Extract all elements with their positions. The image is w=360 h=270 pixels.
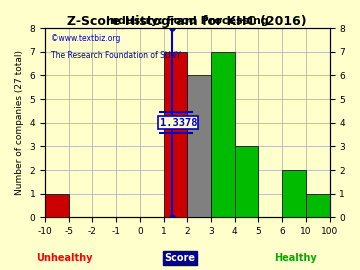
Bar <box>282 170 306 217</box>
Text: ©www.textbiz.org: ©www.textbiz.org <box>51 34 120 43</box>
Text: 1.3378: 1.3378 <box>160 118 197 128</box>
Bar <box>163 52 187 217</box>
Bar <box>187 75 211 217</box>
Title: Z-Score Histogram for KHC (2016): Z-Score Histogram for KHC (2016) <box>67 15 307 28</box>
Bar <box>235 146 258 217</box>
Bar <box>211 52 235 217</box>
Text: The Research Foundation of SUNY: The Research Foundation of SUNY <box>51 51 180 60</box>
Bar <box>306 194 329 217</box>
Text: Healthy: Healthy <box>274 253 317 263</box>
Text: Score: Score <box>165 253 195 263</box>
Bar <box>45 194 69 217</box>
Text: Unhealthy: Unhealthy <box>36 253 93 263</box>
Y-axis label: Number of companies (27 total): Number of companies (27 total) <box>15 50 24 195</box>
Text: Industry: Food Processing: Industry: Food Processing <box>106 16 269 26</box>
